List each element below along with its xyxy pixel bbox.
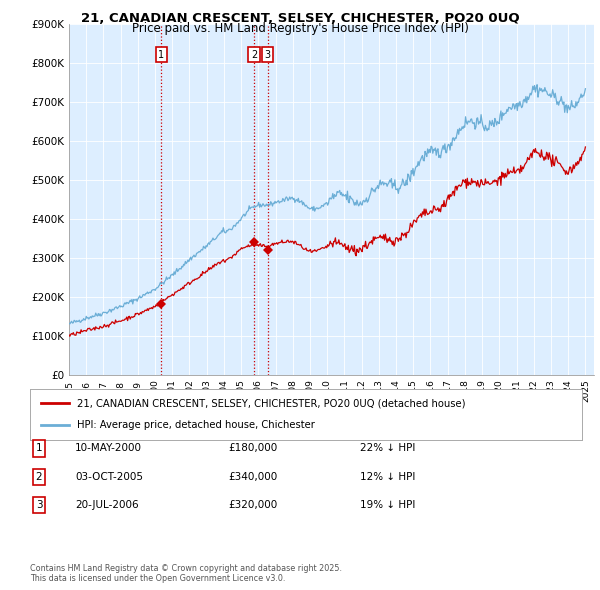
Text: Contains HM Land Registry data © Crown copyright and database right 2025.
This d: Contains HM Land Registry data © Crown c… bbox=[30, 563, 342, 583]
Text: 12% ↓ HPI: 12% ↓ HPI bbox=[360, 472, 415, 481]
Text: 10-MAY-2000: 10-MAY-2000 bbox=[75, 444, 142, 453]
Text: 2: 2 bbox=[251, 50, 257, 60]
Text: £180,000: £180,000 bbox=[228, 444, 277, 453]
Text: 03-OCT-2005: 03-OCT-2005 bbox=[75, 472, 143, 481]
Text: 3: 3 bbox=[35, 500, 43, 510]
Text: 1: 1 bbox=[35, 444, 43, 453]
Text: 21, CANADIAN CRESCENT, SELSEY, CHICHESTER, PO20 0UQ (detached house): 21, CANADIAN CRESCENT, SELSEY, CHICHESTE… bbox=[77, 398, 466, 408]
Text: 19% ↓ HPI: 19% ↓ HPI bbox=[360, 500, 415, 510]
Text: Price paid vs. HM Land Registry's House Price Index (HPI): Price paid vs. HM Land Registry's House … bbox=[131, 22, 469, 35]
Text: 3: 3 bbox=[265, 50, 271, 60]
Text: 21, CANADIAN CRESCENT, SELSEY, CHICHESTER, PO20 0UQ: 21, CANADIAN CRESCENT, SELSEY, CHICHESTE… bbox=[80, 12, 520, 25]
Text: 20-JUL-2006: 20-JUL-2006 bbox=[75, 500, 139, 510]
Text: 1: 1 bbox=[158, 50, 164, 60]
Text: £340,000: £340,000 bbox=[228, 472, 277, 481]
Text: HPI: Average price, detached house, Chichester: HPI: Average price, detached house, Chic… bbox=[77, 419, 315, 430]
Text: 2: 2 bbox=[35, 472, 43, 481]
Text: £320,000: £320,000 bbox=[228, 500, 277, 510]
Text: 22% ↓ HPI: 22% ↓ HPI bbox=[360, 444, 415, 453]
